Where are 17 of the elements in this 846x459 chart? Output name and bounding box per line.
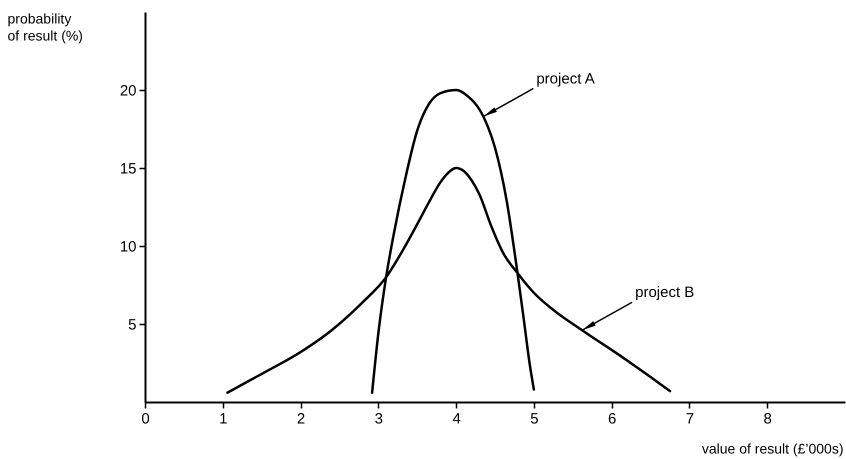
x-tick-label: 5 [530, 410, 539, 428]
y-tick-label: 5 [128, 316, 136, 334]
y-tick-label: 15 [120, 160, 136, 178]
x-tick-label: 8 [764, 410, 772, 428]
y-axis-title: probability of result (%) [8, 10, 83, 44]
y-tick-label: 10 [120, 238, 136, 256]
x-tick-label: 4 [452, 410, 461, 428]
annotation: project A [536, 70, 595, 88]
y-tick-label: 20 [120, 82, 136, 100]
x-axis-title: value of result (£’000s) [702, 440, 844, 456]
x-tick-label: 1 [219, 410, 228, 428]
x-tick-label: 0 [141, 410, 150, 428]
x-tick-label: 7 [686, 410, 694, 428]
annotation: project B [635, 284, 694, 302]
x-tick-label: 6 [608, 410, 616, 428]
x-tick-label: 2 [296, 410, 306, 428]
x-tick-label: 3 [374, 410, 384, 428]
